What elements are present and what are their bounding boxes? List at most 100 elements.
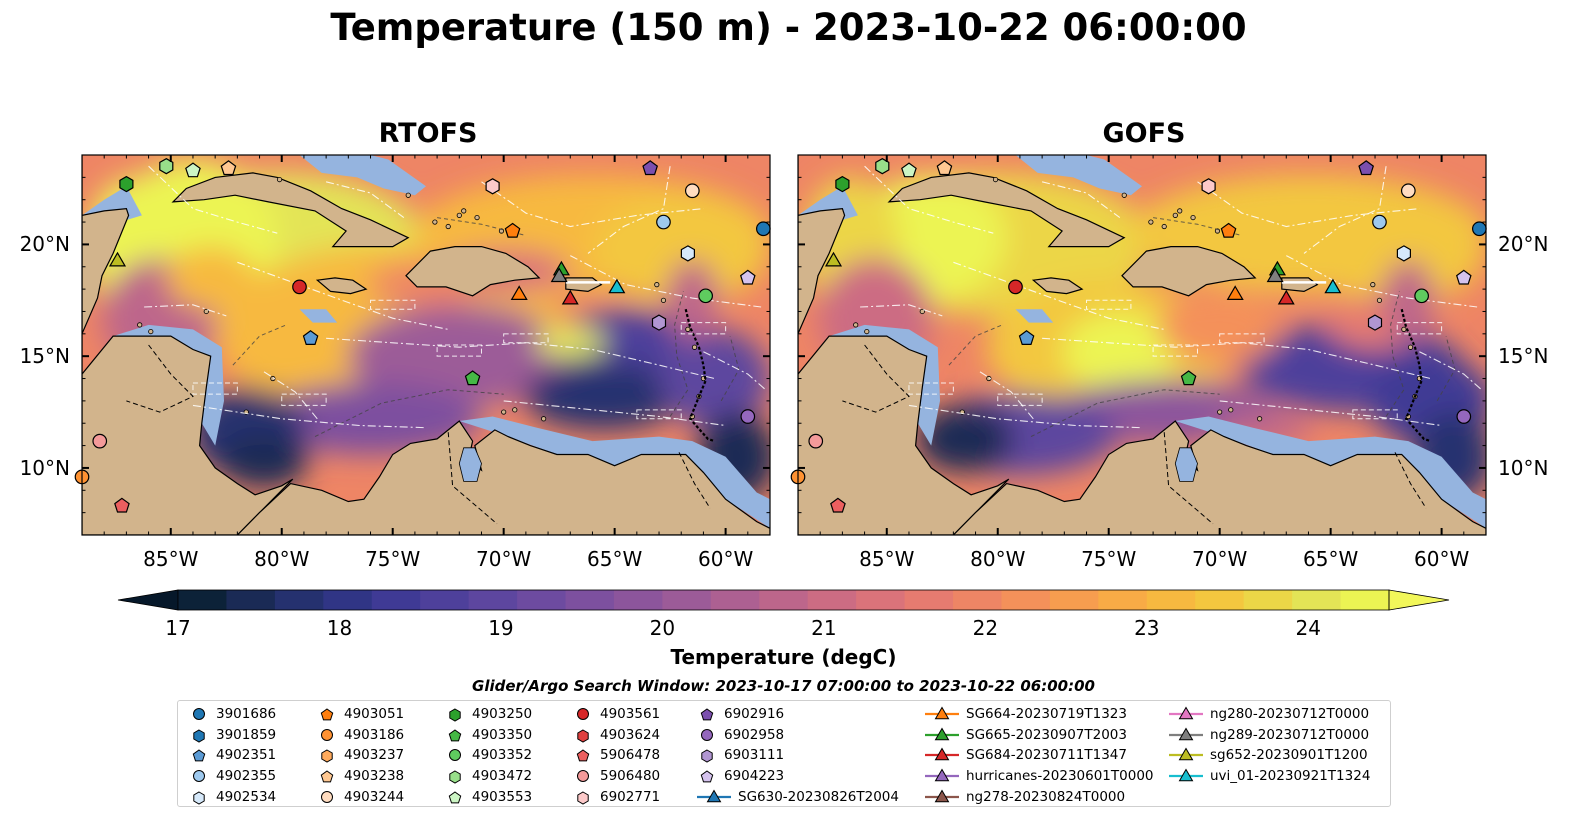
legend-entry: 6904223 xyxy=(696,766,784,786)
marker-5906478 xyxy=(830,497,846,513)
marker-4902351 xyxy=(302,330,319,345)
legend-entry: 4902534 xyxy=(188,787,276,807)
land-island xyxy=(1031,277,1084,295)
shelf-region xyxy=(113,324,224,446)
island-dot xyxy=(864,328,870,335)
legend-entry: ng280-20230712T0000 xyxy=(1168,704,1369,724)
legend-label: ng289-20230712T0000 xyxy=(1210,726,1370,743)
marker-5906480 xyxy=(808,433,824,449)
shelf-region xyxy=(1175,416,1486,529)
legend-marker-shape xyxy=(934,789,950,803)
x-tick-label: 60°W xyxy=(697,547,754,571)
island-dot xyxy=(461,208,467,214)
legend-marker xyxy=(925,789,959,803)
legend-entry: hurricanes-20230601T0000 xyxy=(924,766,1154,786)
colorbar xyxy=(117,589,1450,611)
island-dot xyxy=(1370,282,1376,288)
legend-marker xyxy=(321,728,333,741)
legend-marker xyxy=(449,749,461,762)
eez-boundary xyxy=(263,371,318,420)
legend-marker-shape xyxy=(449,770,461,784)
region-box xyxy=(1396,322,1443,335)
legend-marker-shape xyxy=(934,727,950,740)
region-box xyxy=(503,333,549,344)
x-tick-label: 85°W xyxy=(859,547,915,571)
figure-title: Temperature (150 m) - 2023-10-22 06:00:0… xyxy=(330,6,1247,49)
bathymetry-contour xyxy=(437,217,527,236)
legend-marker-shape xyxy=(576,749,590,762)
colorbar-tick-label: 19 xyxy=(488,616,514,640)
eez-boundary xyxy=(587,166,671,254)
legend-label: 6902771 xyxy=(600,788,661,805)
legend-marker-shape xyxy=(192,749,206,762)
legend-marker xyxy=(1169,727,1203,740)
colorbar-band xyxy=(1146,590,1196,610)
legend-label: 4903051 xyxy=(344,706,405,722)
island-dot xyxy=(1161,223,1167,230)
marker-SG664-20230719T1323 xyxy=(510,285,528,300)
legend-marker-shape xyxy=(700,770,714,783)
colorbar-tick-label: 18 xyxy=(326,616,353,640)
region-box xyxy=(997,393,1043,406)
colorbar-frame xyxy=(177,589,1390,611)
marker-4903244 xyxy=(1400,183,1416,199)
legend-entry: 6903111 xyxy=(696,745,784,765)
legend-label: 4902534 xyxy=(216,788,277,805)
region-box xyxy=(1086,299,1132,310)
legend-label: 3901686 xyxy=(216,706,277,722)
legend-entry: 4903624 xyxy=(572,725,660,745)
legend-marker xyxy=(1169,768,1203,782)
marker-6904223 xyxy=(739,269,756,285)
legend-label: 4903352 xyxy=(472,747,533,764)
platform-markers xyxy=(790,158,1487,513)
legend-marker xyxy=(449,770,461,784)
legend-marker-shape xyxy=(449,749,461,762)
legend-marker xyxy=(701,749,713,763)
bathymetry-contour xyxy=(1385,291,1405,417)
marker-4903472 xyxy=(875,158,890,175)
eez-boundary xyxy=(192,404,427,429)
x-tick-label: 70°W xyxy=(476,547,532,571)
bathymetry-contour xyxy=(948,324,1003,366)
marker-SG684-20230711T1347 xyxy=(561,289,579,305)
platform-markers xyxy=(74,158,771,513)
x-tick-label: 75°W xyxy=(365,547,421,571)
country-border xyxy=(842,344,910,413)
legend-marker xyxy=(449,708,461,722)
island-dot xyxy=(1401,326,1407,332)
shelf-region xyxy=(459,416,770,529)
eez-boundary xyxy=(1197,181,1420,228)
colorbar-tick-label: 23 xyxy=(1134,616,1160,640)
legend-marker-shape xyxy=(320,708,334,721)
x-tick-label: 65°W xyxy=(1303,547,1359,571)
colorbar-band xyxy=(178,590,228,610)
eez-boundary xyxy=(148,165,278,234)
marker-4902351 xyxy=(1018,330,1035,345)
legend-marker-shape xyxy=(448,791,462,804)
legend-marker-shape xyxy=(934,706,950,720)
colorbar-band xyxy=(759,590,809,610)
legend-marker xyxy=(925,768,959,782)
legend-entry: 4902351 xyxy=(188,745,276,765)
legend-label: 4903561 xyxy=(600,706,661,722)
marker-6902916 xyxy=(1358,160,1375,176)
colorbar-band xyxy=(517,590,567,610)
region-box xyxy=(1352,409,1398,420)
eez-boundary xyxy=(326,337,715,380)
island-dot xyxy=(1407,344,1414,350)
legend-label: SG665-20230907T2003 xyxy=(966,726,1127,743)
eez-boundary xyxy=(570,255,762,308)
temperature-patch xyxy=(219,434,309,489)
marker-6902771 xyxy=(1201,178,1216,195)
marker-4903238 xyxy=(220,160,237,176)
colorbar-band xyxy=(323,590,373,610)
y-tick-label-right: 15°N xyxy=(1498,344,1549,369)
legend-marker xyxy=(193,770,205,783)
shelf-region xyxy=(1015,155,1142,196)
island-dot xyxy=(405,192,411,198)
search-window-caption: Glider/Argo Search Window: 2023-10-17 07… xyxy=(472,677,1095,695)
marker-SG664-20230719T1323 xyxy=(1226,285,1244,300)
y-tick-label-right: 20°N xyxy=(1498,232,1549,257)
legend-marker xyxy=(193,729,205,743)
country-border xyxy=(1163,432,1214,525)
